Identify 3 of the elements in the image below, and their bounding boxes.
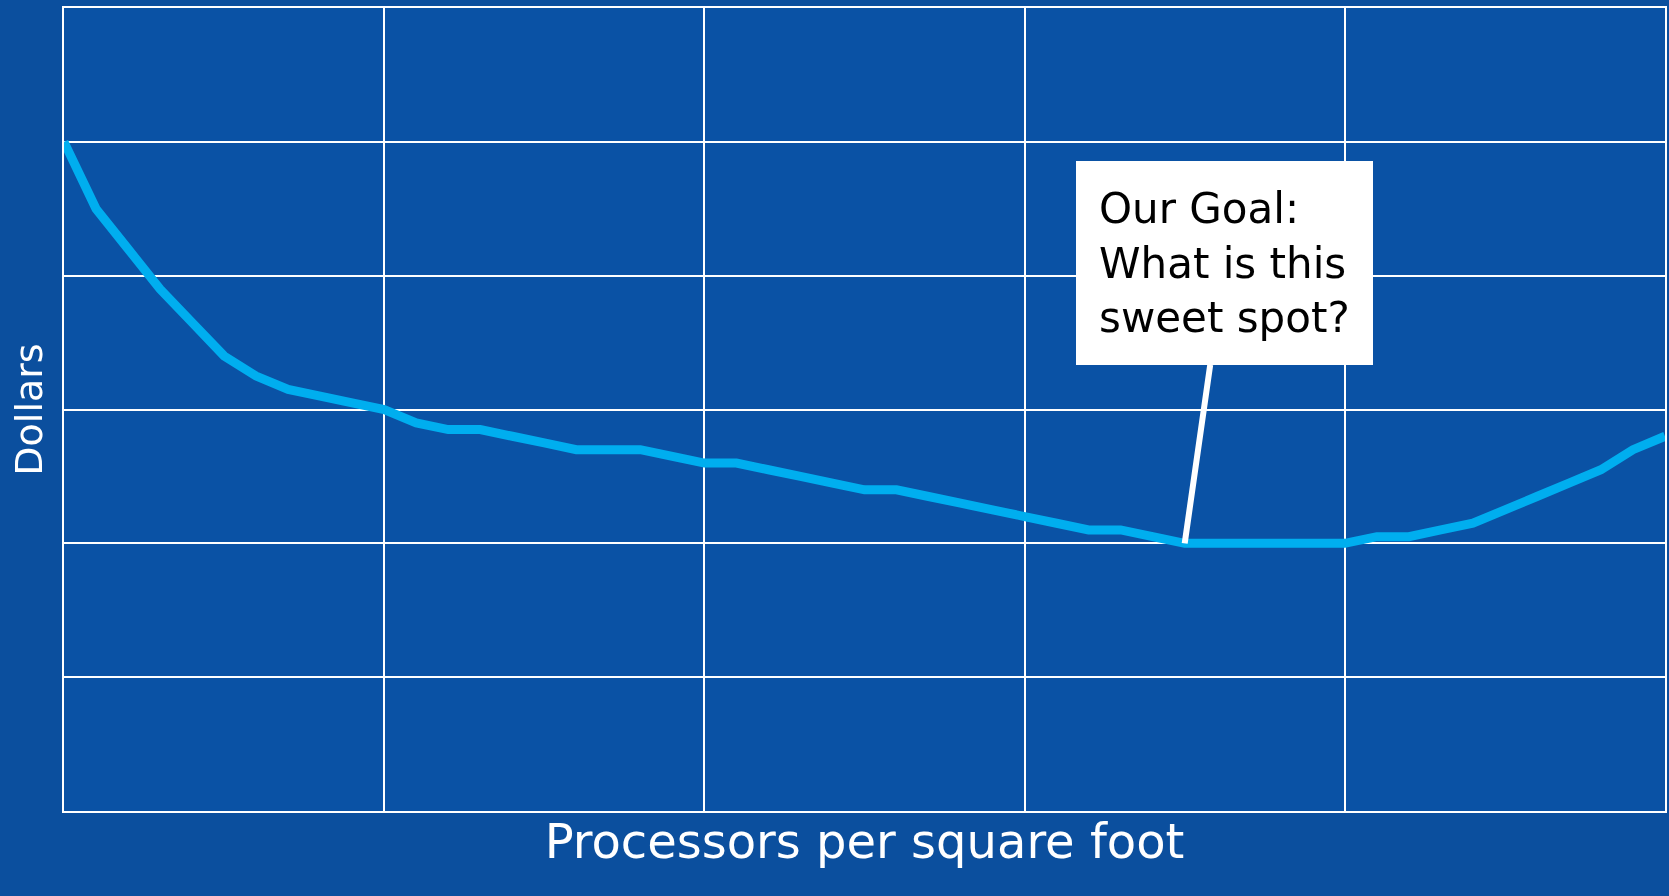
annotation: Our Goal: What is this sweet spot? [1099,184,1350,343]
y-axis-title: Dollars [6,343,51,476]
x-axis-title: Processors per square foot [544,812,1185,869]
